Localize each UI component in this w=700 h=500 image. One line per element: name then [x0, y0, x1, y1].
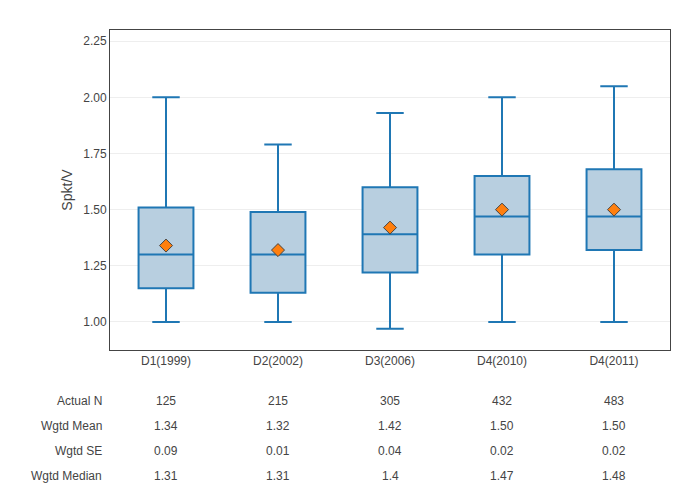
svg-text:Spkt/V: Spkt/V — [59, 169, 75, 211]
svg-text:Wgtd Mean: Wgtd Mean — [41, 419, 102, 433]
svg-text:125: 125 — [156, 394, 176, 408]
svg-text:1.31: 1.31 — [266, 469, 290, 483]
svg-text:D3(2006): D3(2006) — [365, 354, 415, 368]
svg-text:1.4: 1.4 — [382, 469, 399, 483]
svg-text:1.42: 1.42 — [378, 419, 402, 433]
svg-text:1.34: 1.34 — [154, 419, 178, 433]
svg-text:D1(1999): D1(1999) — [141, 354, 191, 368]
svg-text:0.09: 0.09 — [154, 444, 178, 458]
svg-text:2.25: 2.25 — [83, 34, 107, 48]
svg-text:0.02: 0.02 — [602, 444, 626, 458]
svg-text:1.25: 1.25 — [83, 259, 107, 273]
svg-text:1.75: 1.75 — [83, 147, 107, 161]
svg-text:D2(2002): D2(2002) — [253, 354, 303, 368]
svg-text:1.31: 1.31 — [154, 469, 178, 483]
svg-text:1.50: 1.50 — [602, 419, 626, 433]
svg-text:2.00: 2.00 — [83, 91, 107, 105]
svg-text:Actual N: Actual N — [57, 394, 102, 408]
svg-text:Wgtd SE: Wgtd SE — [55, 444, 102, 458]
svg-text:D4(2011): D4(2011) — [589, 354, 638, 368]
svg-text:1.32: 1.32 — [266, 419, 290, 433]
svg-text:1.50: 1.50 — [490, 419, 514, 433]
svg-text:1.47: 1.47 — [490, 469, 514, 483]
svg-text:0.04: 0.04 — [378, 444, 402, 458]
svg-text:483: 483 — [604, 394, 624, 408]
svg-text:1.48: 1.48 — [602, 469, 626, 483]
svg-text:0.02: 0.02 — [490, 444, 514, 458]
svg-text:D4(2010): D4(2010) — [477, 354, 527, 368]
svg-text:Wgtd Median: Wgtd Median — [31, 469, 102, 483]
svg-text:0.01: 0.01 — [266, 444, 290, 458]
svg-text:432: 432 — [492, 394, 512, 408]
svg-text:1.50: 1.50 — [83, 203, 107, 217]
svg-text:1.00: 1.00 — [83, 315, 107, 329]
svg-text:305: 305 — [380, 394, 400, 408]
svg-text:215: 215 — [268, 394, 288, 408]
